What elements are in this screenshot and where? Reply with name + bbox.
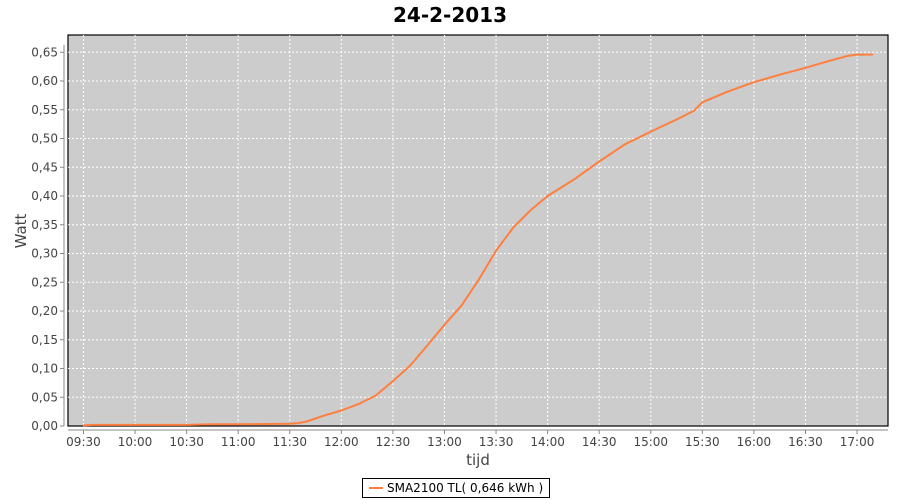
x-tick-label: 17:00	[840, 435, 875, 449]
x-tick-label: 13:30	[479, 435, 514, 449]
data-point	[546, 195, 549, 197]
x-tick-label: 15:30	[685, 435, 720, 449]
data-point	[624, 143, 626, 146]
data-point	[804, 66, 807, 69]
plot-area	[67, 34, 889, 427]
axes: 0,00 0,05 0,10 0,15 0,20 0,25 0,30 0,35 0,40 0,45…	[31, 45, 888, 449]
y-tick-label: 0,65	[31, 45, 58, 59]
data-point	[847, 54, 850, 57]
data-point	[340, 409, 343, 412]
data-point	[392, 380, 394, 382]
x-tick-label: 12:00	[324, 435, 359, 449]
data-point	[778, 73, 781, 76]
data-point	[323, 414, 325, 417]
data-point	[753, 81, 755, 83]
legend: SMA2100 TL( 0,646 kWh )	[362, 478, 551, 498]
x-tick-label: 10:00	[118, 435, 153, 449]
y-tick-label: 0,55	[31, 103, 58, 117]
legend-label: SMA2100 TL( 0,646 kWh )	[387, 481, 544, 495]
y-tick-label: 0,20	[31, 304, 58, 318]
x-tick-label: 12:30	[376, 435, 411, 449]
y-tick-label: 0,10	[31, 362, 58, 376]
y-tick-label: 0,05	[31, 390, 58, 404]
y-tick-label: 0,25	[31, 275, 58, 289]
data-point	[871, 53, 874, 56]
data-point	[237, 423, 239, 426]
legend-swatch	[369, 487, 383, 489]
x-tick-label: 10:30	[169, 435, 204, 449]
data-point	[512, 226, 515, 229]
y-tick-label: 0,00	[31, 419, 58, 433]
x-axis-label: tijd	[466, 451, 490, 469]
data-point	[830, 59, 833, 62]
y-axis-label: Watt	[12, 213, 30, 248]
y-tick-label: 0,45	[31, 160, 58, 174]
y-tick-label: 0,50	[31, 132, 58, 146]
y-tick-label: 0,40	[31, 189, 58, 203]
data-point	[598, 160, 600, 163]
grid-lines	[68, 35, 888, 426]
y-tick-label: 0,60	[31, 74, 58, 88]
x-tick-label: 14:30	[582, 435, 617, 449]
data-point	[649, 130, 652, 133]
x-tick-label: 14:00	[530, 435, 565, 449]
data-point	[409, 364, 411, 367]
data-point	[856, 53, 858, 56]
y-tick-label: 0,35	[31, 218, 58, 232]
data-point	[374, 394, 377, 397]
data-point	[572, 179, 575, 181]
data-point	[185, 424, 188, 426]
data-point	[443, 324, 446, 326]
data-point	[692, 110, 695, 112]
y-tick-label: 0,15	[31, 333, 58, 347]
x-tick-label: 16:00	[737, 435, 772, 449]
data-point	[211, 423, 214, 426]
data-point	[675, 118, 678, 121]
data-point	[529, 209, 532, 212]
x-tick-label: 13:00	[427, 435, 462, 449]
data-point	[82, 424, 85, 427]
data-point	[91, 424, 93, 426]
x-tick-label: 11:30	[272, 435, 307, 449]
x-tick-label: 11:00	[221, 435, 256, 449]
data-point	[306, 420, 308, 423]
y-tick-label: 0,30	[31, 247, 58, 261]
series-group	[82, 53, 874, 427]
data-point	[727, 90, 729, 93]
data-point	[478, 278, 480, 281]
data-point	[288, 422, 291, 425]
chart-title: 24-2-2013	[392, 3, 507, 27]
data-point	[134, 424, 136, 426]
data-point	[357, 403, 360, 405]
data-point	[314, 417, 317, 420]
data-point	[297, 422, 300, 424]
x-tick-label: 16:30	[788, 435, 823, 449]
x-tick-label: 15:00	[633, 435, 668, 449]
data-point	[426, 344, 429, 347]
data-point	[701, 101, 704, 104]
data-point	[495, 249, 497, 252]
x-tick-label: 09:30	[66, 435, 101, 449]
data-point	[460, 304, 463, 307]
